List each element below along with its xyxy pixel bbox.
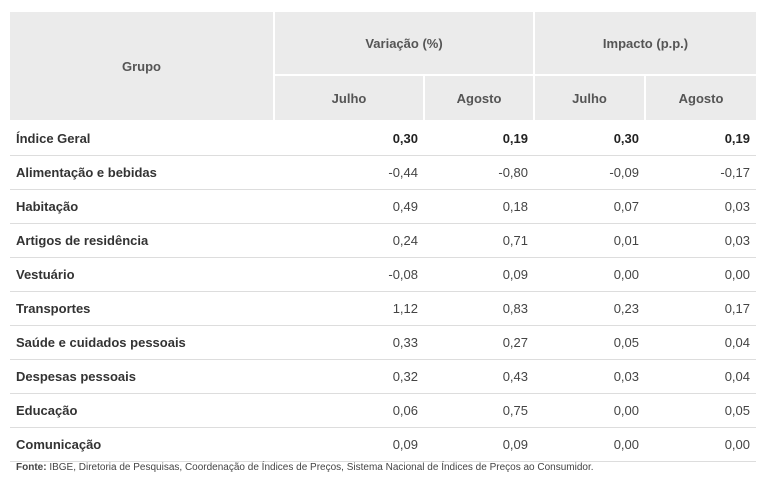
cell-variacao-agosto: 0,09 xyxy=(424,257,535,292)
row-group-name: Educação xyxy=(10,393,274,428)
header-variacao: Variação (%) xyxy=(274,12,536,76)
cell-impacto-julho: 0,00 xyxy=(534,427,646,462)
table-body: Índice Geral 0,30 0,19 0,30 0,19 Alimentação … xyxy=(10,121,757,462)
row-group-name: Despesas pessoais xyxy=(10,359,274,394)
row-group-name: Habitação xyxy=(10,189,274,224)
source-note: Fonte: IBGE, Diretoria de Pesquisas, Coo… xyxy=(16,462,594,473)
cell-variacao-julho: 0,33 xyxy=(274,325,424,360)
table-row: Artigos de residência 0,24 0,71 0,01 0,03 xyxy=(10,223,757,258)
header-grupo: Grupo xyxy=(10,12,275,122)
cell-impacto-agosto: 0,04 xyxy=(645,325,757,360)
cell-impacto-julho: 0,00 xyxy=(534,393,646,428)
cell-impacto-julho: 0,00 xyxy=(534,257,646,292)
row-group-name: Comunicação xyxy=(10,427,274,462)
table-row: Saúde e cuidados pessoais 0,33 0,27 0,05 0,0… xyxy=(10,325,757,360)
cell-impacto-julho: 0,05 xyxy=(534,325,646,360)
cell-variacao-julho: 0,30 xyxy=(274,121,424,156)
cell-variacao-julho: 0,09 xyxy=(274,427,424,462)
row-group-name: Alimentação e bebidas xyxy=(10,155,274,190)
cell-variacao-julho: 0,49 xyxy=(274,189,424,224)
cell-impacto-agosto: 0,00 xyxy=(645,427,757,462)
row-group-name: Saúde e cuidados pessoais xyxy=(10,325,274,360)
cell-variacao-agosto: 0,75 xyxy=(424,393,535,428)
cell-variacao-agosto: -0,80 xyxy=(424,155,535,190)
table-row: Alimentação e bebidas -0,44 -0,80 -0,09 -0,1… xyxy=(10,155,757,190)
cell-variacao-julho: 0,06 xyxy=(274,393,424,428)
row-group-name: Artigos de residência xyxy=(10,223,274,258)
cell-variacao-julho: 1,12 xyxy=(274,291,424,326)
cell-impacto-agosto: 0,17 xyxy=(645,291,757,326)
row-group-name: Vestuário xyxy=(10,257,274,292)
header-impacto-julho: Julho xyxy=(534,75,647,122)
row-group-name: Índice Geral xyxy=(10,121,274,156)
source-label: Fonte: xyxy=(16,462,47,473)
cell-variacao-agosto: 0,09 xyxy=(424,427,535,462)
cell-variacao-agosto: 0,83 xyxy=(424,291,535,326)
source-text: IBGE, Diretoria de Pesquisas, Coordenaçã… xyxy=(46,462,594,473)
cell-impacto-julho: 0,07 xyxy=(534,189,646,224)
table-row: Índice Geral 0,30 0,19 0,30 0,19 xyxy=(10,121,757,156)
cell-impacto-agosto: 0,19 xyxy=(645,121,757,156)
cell-variacao-agosto: 0,19 xyxy=(424,121,535,156)
table-row: Educação 0,06 0,75 0,00 0,05 xyxy=(10,393,757,428)
cell-impacto-julho: 0,03 xyxy=(534,359,646,394)
cell-impacto-agosto: 0,03 xyxy=(645,223,757,258)
cell-impacto-agosto: 0,00 xyxy=(645,257,757,292)
table-row: Despesas pessoais 0,32 0,43 0,03 0,04 xyxy=(10,359,757,394)
header-variacao-julho: Julho xyxy=(274,75,425,122)
header-variacao-agosto: Agosto xyxy=(424,75,536,122)
cell-variacao-agosto: 0,18 xyxy=(424,189,535,224)
cell-impacto-julho: 0,01 xyxy=(534,223,646,258)
cell-variacao-julho: 0,32 xyxy=(274,359,424,394)
cell-impacto-agosto: 0,05 xyxy=(645,393,757,428)
cell-variacao-julho: 0,24 xyxy=(274,223,424,258)
cell-impacto-agosto: -0,17 xyxy=(645,155,757,190)
row-group-name: Transportes xyxy=(10,291,274,326)
cell-variacao-agosto: 0,71 xyxy=(424,223,535,258)
cell-impacto-julho: 0,30 xyxy=(534,121,646,156)
header-impacto: Impacto (p.p.) xyxy=(534,12,757,76)
table-row: Habitação 0,49 0,18 0,07 0,03 xyxy=(10,189,757,224)
ipca-table: Grupo Variação (%) Impacto (p.p.) Julho … xyxy=(10,12,757,462)
cell-impacto-julho: -0,09 xyxy=(534,155,646,190)
header-impacto-agosto: Agosto xyxy=(645,75,757,122)
table-row: Vestuário -0,08 0,09 0,00 0,00 xyxy=(10,257,757,292)
table-header: Grupo Variação (%) Impacto (p.p.) Julho … xyxy=(10,12,757,122)
cell-variacao-agosto: 0,27 xyxy=(424,325,535,360)
table-row: Transportes 1,12 0,83 0,23 0,17 xyxy=(10,291,757,326)
table-row: Comunicação 0,09 0,09 0,00 0,00 xyxy=(10,427,757,462)
cell-impacto-agosto: 0,03 xyxy=(645,189,757,224)
cell-variacao-agosto: 0,43 xyxy=(424,359,535,394)
cell-impacto-agosto: 0,04 xyxy=(645,359,757,394)
cell-impacto-julho: 0,23 xyxy=(534,291,646,326)
cell-variacao-julho: -0,44 xyxy=(274,155,424,190)
cell-variacao-julho: -0,08 xyxy=(274,257,424,292)
